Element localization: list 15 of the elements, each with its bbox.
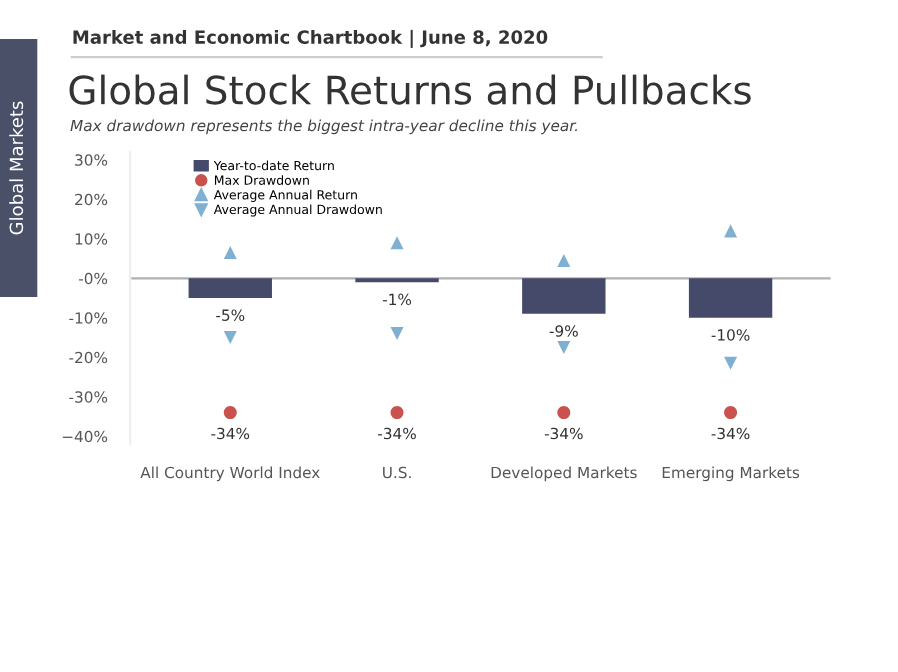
point xyxy=(390,406,404,420)
point xyxy=(724,406,738,420)
point xyxy=(557,340,571,354)
point xyxy=(223,406,237,420)
point xyxy=(223,246,237,260)
text: Global Markets xyxy=(9,101,24,235)
point xyxy=(557,406,571,420)
point xyxy=(390,236,404,250)
point xyxy=(390,327,404,341)
point xyxy=(223,331,237,345)
point xyxy=(557,253,571,268)
text: Market and Economic Chartbook | June 8, 2020 xyxy=(73,29,548,48)
point xyxy=(724,224,738,238)
chart-title: Global Stock Returns and Pullbacks xyxy=(69,74,751,105)
point xyxy=(724,356,738,370)
